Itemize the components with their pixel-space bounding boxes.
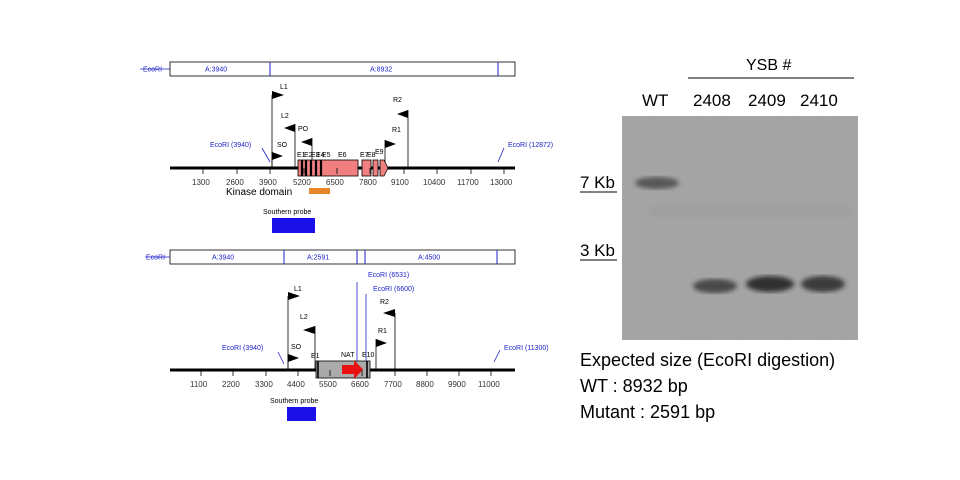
nat-marker-arrow xyxy=(342,360,363,379)
wt-primer-r1-label: R1 xyxy=(392,127,401,134)
wt-tick-1: 1300 xyxy=(192,178,210,187)
wt-ecori-left-label: EcoRI (3940) xyxy=(210,142,251,149)
wt-scale: 1300 2600 3900 5200 6500 7800 9100 10400… xyxy=(192,168,513,187)
wt-probe-label: Southern probe xyxy=(263,209,311,216)
mut-fragment-bar: EcoRI A:3940 A:2591 A:4500 xyxy=(145,249,516,265)
wt-southern-probe: Southern probe xyxy=(263,209,315,233)
lane-label-2409: 2409 xyxy=(748,91,786,110)
marker-3kb: 3 Kb xyxy=(580,241,615,260)
mut-ecori-site2-label: EcoRI (6531) xyxy=(368,272,409,279)
wt-tick-3: 3900 xyxy=(259,178,277,187)
mut-primer-l2: L2 xyxy=(300,314,316,370)
wt-primer-po-label: PO xyxy=(298,126,309,133)
mut-tick-7: 7700 xyxy=(384,380,402,389)
wt-primer-l1-label: L1 xyxy=(280,84,288,91)
wt-tick-4: 5200 xyxy=(293,178,311,187)
marker-7kb: 7 Kb xyxy=(580,173,615,192)
expected-size-title: Expected size (EcoRI digestion) xyxy=(580,350,836,370)
wt-exon-e3-label: E3 xyxy=(311,152,320,159)
wt-exon-e8-label: E8 xyxy=(367,152,376,159)
mut-ecori-sites: EcoRI (3940) EcoRI (6531) EcoRI (6600) E… xyxy=(222,272,549,365)
band-2410 xyxy=(801,276,845,292)
band-wt-7kb xyxy=(635,177,679,189)
expected-wt-size: WT : 8932 bp xyxy=(580,376,688,396)
nat-label: NAT xyxy=(341,352,355,359)
mutant-locus-map: EcoRI A:3940 A:2591 A:4500 L1 L2 SO xyxy=(145,249,549,421)
wt-exon-e4-label: E4 xyxy=(316,152,325,159)
wt-primer-so-label: SO xyxy=(277,142,288,149)
wt-locus-map: EcoRI A:3940 A:8932 L1 L2 PO S xyxy=(140,61,553,233)
wt-tick-6: 7800 xyxy=(359,178,377,187)
wt-gene: E1 E2 E3 E4 E5 E6 E7 E8 E9 xyxy=(297,149,389,177)
mut-primer-r2-label: R2 xyxy=(380,299,389,306)
band-2408 xyxy=(693,279,737,293)
mut-fragment-ecori: EcoRI xyxy=(146,255,165,262)
wt-exon-e2-label: E2 xyxy=(304,152,313,159)
wt-ecori-site-left: EcoRI (3940) xyxy=(210,142,271,163)
wt-fragment-ecori: EcoRI xyxy=(143,67,162,74)
wt-fragment-a2: A:8932 xyxy=(370,67,392,74)
mut-tick-9: 9900 xyxy=(448,380,466,389)
wt-tick-7: 9100 xyxy=(391,178,409,187)
mut-probe-label: Southern probe xyxy=(270,398,318,405)
wt-tick-2: 2600 xyxy=(226,178,244,187)
wt-primer-so: SO xyxy=(271,142,288,168)
mut-exon-e1-label: E1 xyxy=(311,353,320,360)
wt-fragment-a1: A:3940 xyxy=(205,67,227,74)
mut-exon-e10-label: E10 xyxy=(362,352,375,359)
ysb-group-label: YSB # xyxy=(746,57,791,74)
mut-tick-6: 6600 xyxy=(351,380,369,389)
mut-fragment-a1: A:3940 xyxy=(212,255,234,262)
expected-mutant-size: Mutant : 2591 bp xyxy=(580,402,716,422)
wt-tick-10: 13000 xyxy=(490,178,513,187)
kinase-domain-label: Kinase domain xyxy=(226,187,292,198)
wt-ecori-site-right: EcoRI (12872) xyxy=(497,142,553,163)
wt-tick-5: 6500 xyxy=(326,178,344,187)
mut-tick-5: 5500 xyxy=(319,380,337,389)
wt-tick-9: 11700 xyxy=(457,178,479,187)
mut-tick-4: 4400 xyxy=(287,380,305,389)
southern-blot-gel: YSB # WT 2408 2409 2410 7 Kb 3 Kb xyxy=(580,57,858,340)
lane-label-2408: 2408 xyxy=(693,91,731,110)
wt-exon-e6-label: E6 xyxy=(338,152,347,159)
wt-exon-e1-label: E1 xyxy=(297,152,306,159)
wt-exon-e7-label: E7 xyxy=(360,152,369,159)
mut-ecori-site4-label: EcoRI (11300) xyxy=(504,345,549,352)
wt-primer-r1: R1 xyxy=(384,127,401,168)
mut-tick-8: 8800 xyxy=(416,380,434,389)
wt-primer-l2-label: L2 xyxy=(281,113,289,120)
lane-label-wt: WT xyxy=(642,91,668,110)
mut-primer-so-label: SO xyxy=(291,344,302,351)
wt-exon-e9-label: E9 xyxy=(375,149,384,156)
mut-cassette: E1 NAT E10 xyxy=(311,352,375,379)
wt-fragment-bar: EcoRI A:3940 A:8932 xyxy=(140,61,516,77)
wt-exon-e5-label: E5 xyxy=(322,152,331,159)
mut-primer-so: SO xyxy=(287,344,302,370)
wt-kinase-domain: Kinase domain xyxy=(226,187,330,198)
mut-ecori-site1-label: EcoRI (3940) xyxy=(222,345,263,352)
mut-southern-probe: Southern probe xyxy=(270,398,318,421)
mut-primer-l2-label: L2 xyxy=(300,314,308,321)
mut-scale: 1100 2200 3300 4400 5500 6600 7700 8800 … xyxy=(190,370,500,389)
mut-primer-l1-label: L1 xyxy=(294,286,302,293)
wt-primer-r2: R2 xyxy=(393,97,409,168)
wt-tick-8: 10400 xyxy=(423,178,446,187)
mut-tick-1: 1100 xyxy=(190,380,208,389)
mut-fragment-a3: A:4500 xyxy=(418,255,440,262)
mut-primer-r2: R2 xyxy=(380,299,396,370)
mut-tick-2: 2200 xyxy=(222,380,240,389)
mut-primer-r1: R1 xyxy=(375,328,387,370)
wt-primer-r2-label: R2 xyxy=(393,97,402,104)
mut-primer-r1-label: R1 xyxy=(378,328,387,335)
mut-tick-3: 3300 xyxy=(255,380,273,389)
mut-ecori-site3-label: EcoRI (6600) xyxy=(373,286,414,293)
wt-primer-l2: L2 xyxy=(281,113,296,168)
mut-tick-10: 11000 xyxy=(478,380,500,389)
lane-label-2410: 2410 xyxy=(800,91,838,110)
band-2409 xyxy=(746,276,794,292)
mut-fragment-a2: A:2591 xyxy=(307,255,329,262)
wt-ecori-right-label: EcoRI (12872) xyxy=(508,142,553,149)
